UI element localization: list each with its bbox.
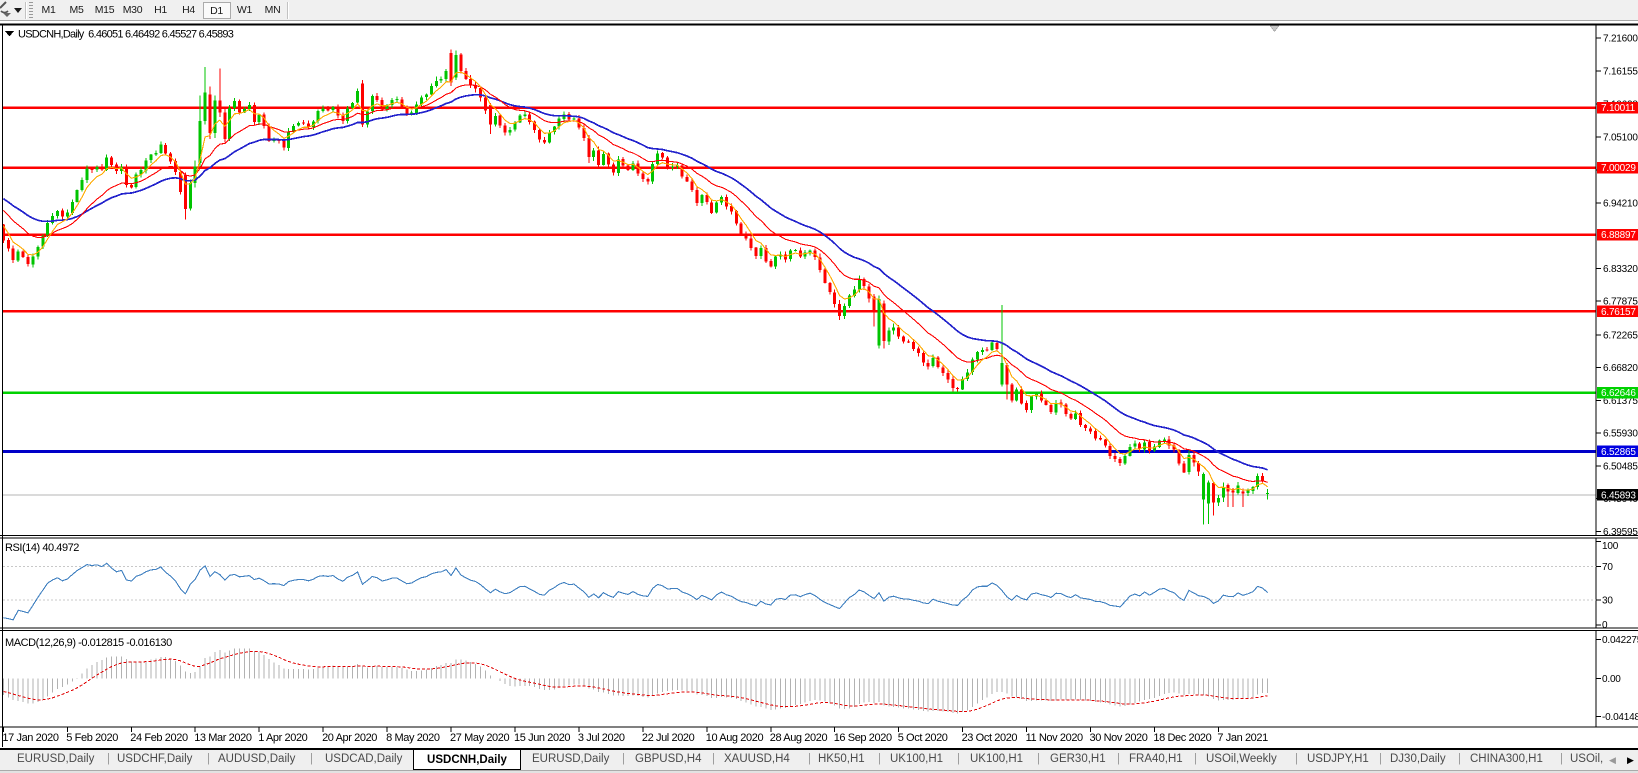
svg-text:20 Apr 2020: 20 Apr 2020: [322, 732, 377, 744]
svg-text:0.00: 0.00: [1602, 674, 1621, 685]
svg-text:5 Oct 2020: 5 Oct 2020: [898, 732, 948, 744]
svg-text:MACD(12,26,9) -0.012815 -0.016: MACD(12,26,9) -0.012815 -0.016130: [5, 637, 172, 649]
svg-text:22 Jul 2020: 22 Jul 2020: [642, 732, 695, 744]
svg-text:13 Mar 2020: 13 Mar 2020: [194, 732, 252, 744]
svg-text:6.50485: 6.50485: [1603, 461, 1638, 472]
svg-text:7.21600: 7.21600: [1603, 34, 1638, 45]
svg-text:17 Jan 2020: 17 Jan 2020: [2, 732, 58, 744]
svg-text:0: 0: [1602, 620, 1608, 631]
svg-text:30 Nov 2020: 30 Nov 2020: [1090, 732, 1148, 744]
svg-text:30: 30: [1602, 596, 1613, 607]
svg-text:RSI(14) 40.4972: RSI(14) 40.4972: [5, 542, 79, 554]
svg-text:7 Jan 2021: 7 Jan 2021: [1217, 732, 1268, 744]
svg-text:18 Dec 2020: 18 Dec 2020: [1153, 732, 1211, 744]
svg-text:6.83320: 6.83320: [1603, 264, 1638, 275]
svg-text:15 Jun 2020: 15 Jun 2020: [514, 732, 570, 744]
svg-text:6.66820: 6.66820: [1603, 363, 1638, 374]
svg-text:27 May 2020: 27 May 2020: [450, 732, 509, 744]
svg-text:24 Feb 2020: 24 Feb 2020: [130, 732, 188, 744]
svg-text:16 Sep 2020: 16 Sep 2020: [834, 732, 892, 744]
svg-text:6.39595: 6.39595: [1603, 527, 1638, 538]
svg-text:1 Apr 2020: 1 Apr 2020: [258, 732, 307, 744]
svg-text:6.62646: 6.62646: [1601, 388, 1636, 399]
svg-text:8 May 2020: 8 May 2020: [386, 732, 440, 744]
svg-text:0.042275: 0.042275: [1602, 635, 1638, 646]
svg-text:6.72265: 6.72265: [1603, 330, 1638, 341]
svg-text:7.16155: 7.16155: [1603, 66, 1638, 77]
svg-text:6.77875: 6.77875: [1603, 297, 1638, 308]
svg-text:-0.04148: -0.04148: [1602, 712, 1638, 723]
svg-text:6.45893: 6.45893: [1601, 490, 1636, 501]
svg-text:6.94210: 6.94210: [1603, 198, 1638, 209]
svg-text:3 Jul 2020: 3 Jul 2020: [578, 732, 625, 744]
svg-text:USDCNH,Daily 6.46051 6.46492: USDCNH,Daily 6.46051 6.46492 6.45527 6.4…: [18, 29, 234, 41]
svg-text:7.10011: 7.10011: [1601, 103, 1636, 114]
svg-text:6.88897: 6.88897: [1601, 230, 1636, 241]
svg-text:6.55930: 6.55930: [1603, 429, 1638, 440]
svg-text:6.52865: 6.52865: [1601, 447, 1636, 458]
svg-text:28 Aug 2020: 28 Aug 2020: [770, 732, 828, 744]
svg-text:7.05100: 7.05100: [1603, 133, 1638, 144]
svg-text:10 Aug 2020: 10 Aug 2020: [706, 732, 764, 744]
svg-text:70: 70: [1602, 562, 1613, 573]
svg-text:7.00029: 7.00029: [1601, 163, 1636, 174]
svg-text:11 Nov 2020: 11 Nov 2020: [1026, 732, 1083, 744]
svg-text:6.76157: 6.76157: [1601, 307, 1636, 318]
svg-text:23 Oct 2020: 23 Oct 2020: [962, 732, 1018, 744]
svg-text:5 Feb 2020: 5 Feb 2020: [66, 732, 118, 744]
svg-text:100: 100: [1602, 541, 1619, 552]
svg-text:6.61375: 6.61375: [1603, 396, 1638, 407]
